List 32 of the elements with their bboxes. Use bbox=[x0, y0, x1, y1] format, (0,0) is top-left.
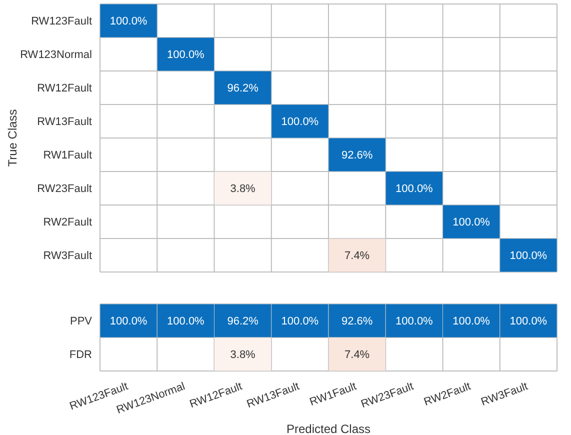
data-label: 100.0% bbox=[110, 316, 148, 328]
data-label: 3.8% bbox=[230, 349, 256, 362]
data-label: 100.0% bbox=[452, 216, 490, 229]
x-axis-title: Predicted Class bbox=[286, 422, 371, 435]
data-label: 100.0% bbox=[167, 316, 205, 328]
y-tick-label: RW123Fault bbox=[31, 16, 92, 28]
data-label: 96.2% bbox=[227, 316, 259, 328]
data-label: 100.0% bbox=[452, 316, 490, 328]
y-tick-label: FDR bbox=[69, 349, 92, 362]
data-label: 7.4% bbox=[344, 250, 370, 262]
data-label: 100.0% bbox=[396, 316, 434, 328]
data-label: 3.8% bbox=[230, 183, 256, 196]
data-label: 100.0% bbox=[281, 116, 319, 128]
data-label: 96.2% bbox=[227, 82, 259, 95]
y-tick-label: RW3Fault bbox=[43, 250, 92, 262]
y-tick-label: RW12Fault bbox=[37, 82, 92, 95]
y-tick-label: RW2Fault bbox=[43, 216, 92, 229]
y-tick-label: RW23Fault bbox=[37, 183, 92, 196]
y-tick-label: PPV bbox=[70, 316, 93, 328]
data-label: 100.0% bbox=[396, 183, 434, 196]
data-label: 92.6% bbox=[341, 316, 373, 328]
data-label: 100.0% bbox=[510, 250, 548, 262]
data-label: 100.0% bbox=[281, 316, 319, 328]
y-tick-label: RW1Fault bbox=[43, 150, 92, 162]
data-label: 100.0% bbox=[110, 16, 148, 28]
data-label: 92.6% bbox=[341, 150, 373, 162]
data-label: 100.0% bbox=[510, 316, 548, 328]
y-tick-label: RW13Fault bbox=[37, 116, 92, 128]
data-label: 100.0% bbox=[167, 49, 205, 62]
data-label: 7.4% bbox=[344, 349, 370, 362]
y-tick-label: RW123Normal bbox=[20, 49, 92, 62]
y-axis-title: True Class bbox=[5, 109, 20, 167]
